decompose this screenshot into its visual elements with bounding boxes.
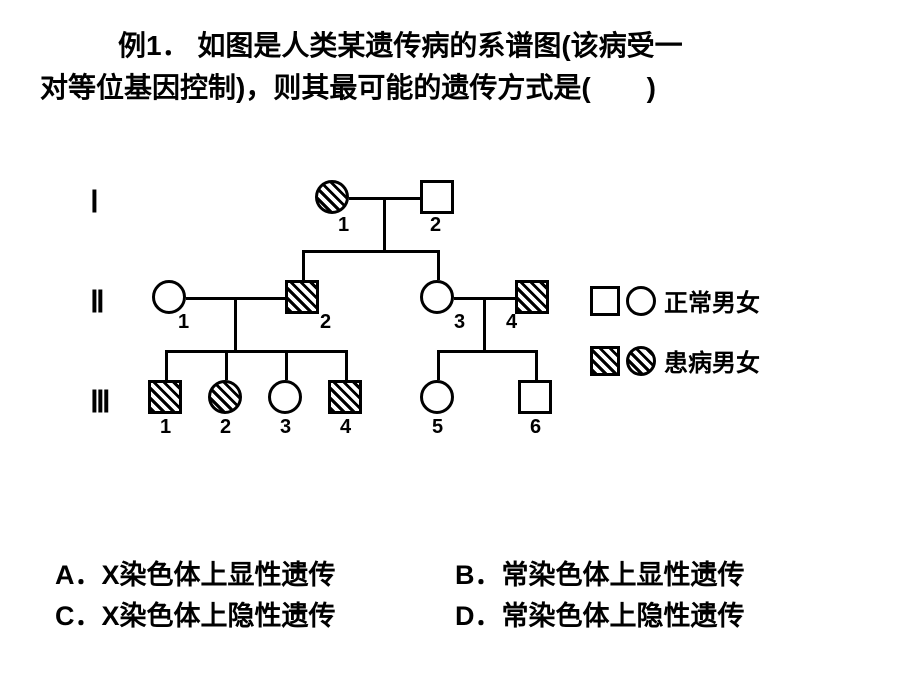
num-II2: 2 <box>320 311 331 334</box>
num-III2: 2 <box>220 416 231 439</box>
line-III-sibbar-right <box>437 350 537 353</box>
option-C[interactable]: C．X染色体上隐性遗传 <box>55 596 455 637</box>
option-A[interactable]: A．X染色体上显性遗传 <box>55 555 455 596</box>
line-to-III6 <box>535 350 538 380</box>
node-II1 <box>152 280 186 314</box>
line-to-III3 <box>285 350 288 380</box>
node-I2 <box>420 180 454 214</box>
legend-normal: 正常男女 <box>590 283 760 318</box>
node-I1 <box>315 180 349 214</box>
num-III4: 4 <box>340 416 351 439</box>
question-prefix: 例1． <box>118 30 190 61</box>
num-III6: 6 <box>530 416 541 439</box>
line-to-II3 <box>437 250 440 280</box>
node-III6 <box>518 380 552 414</box>
question-line1: 如图是人类某遗传病的系谱图(该病受一 <box>197 30 682 61</box>
node-III1 <box>148 380 182 414</box>
line-II12-drop <box>234 297 237 350</box>
num-II3: 3 <box>454 311 465 334</box>
num-I1: 1 <box>338 214 349 237</box>
gen2-label: Ⅱ <box>90 285 105 320</box>
option-D[interactable]: D．常染色体上隐性遗传 <box>455 596 745 637</box>
line-to-III1 <box>165 350 168 380</box>
node-III5 <box>420 380 454 414</box>
line-I-drop <box>383 197 386 250</box>
line-to-III5 <box>437 350 440 380</box>
num-III3: 3 <box>280 416 291 439</box>
legend-affected: 患病男女 <box>590 343 760 378</box>
node-III2 <box>208 380 242 414</box>
node-III4 <box>328 380 362 414</box>
num-II4: 4 <box>506 311 517 334</box>
line-to-III2 <box>225 350 228 380</box>
question-text: 例1． 如图是人类某遗传病的系谱图(该病受一 对等位基因控制)，则其最可能的遗传… <box>40 25 880 109</box>
legend-normal-square-icon <box>590 286 620 316</box>
node-II2 <box>285 280 319 314</box>
node-II3 <box>420 280 454 314</box>
num-III1: 1 <box>160 416 171 439</box>
question-line2: 对等位基因控制)，则其最可能的遗传方式是( ) <box>40 72 656 103</box>
num-III5: 5 <box>432 416 443 439</box>
gen1-label: Ⅰ <box>90 185 99 220</box>
legend-affected-circle-icon <box>626 346 656 376</box>
legend-affected-square-icon <box>590 346 620 376</box>
line-II34-drop <box>483 297 486 350</box>
pedigree-chart: Ⅰ Ⅱ Ⅲ 1 2 1 2 3 4 1 2 3 4 5 6 <box>90 170 830 470</box>
legend-normal-text: 正常男女 <box>664 283 760 318</box>
gen3-label: Ⅲ <box>90 385 111 420</box>
num-II1: 1 <box>178 311 189 334</box>
line-III-sibbar-left <box>165 350 347 353</box>
option-B[interactable]: B．常染色体上显性遗传 <box>455 555 745 596</box>
line-II-sibbar <box>302 250 439 253</box>
legend-affected-text: 患病男女 <box>664 343 760 378</box>
line-to-II2 <box>302 250 305 280</box>
legend-normal-circle-icon <box>626 286 656 316</box>
num-I2: 2 <box>430 214 441 237</box>
answer-options: A．X染色体上显性遗传 B．常染色体上显性遗传 C．X染色体上隐性遗传 D．常染… <box>55 555 880 636</box>
node-II4 <box>515 280 549 314</box>
line-to-III4 <box>345 350 348 380</box>
node-III3 <box>268 380 302 414</box>
